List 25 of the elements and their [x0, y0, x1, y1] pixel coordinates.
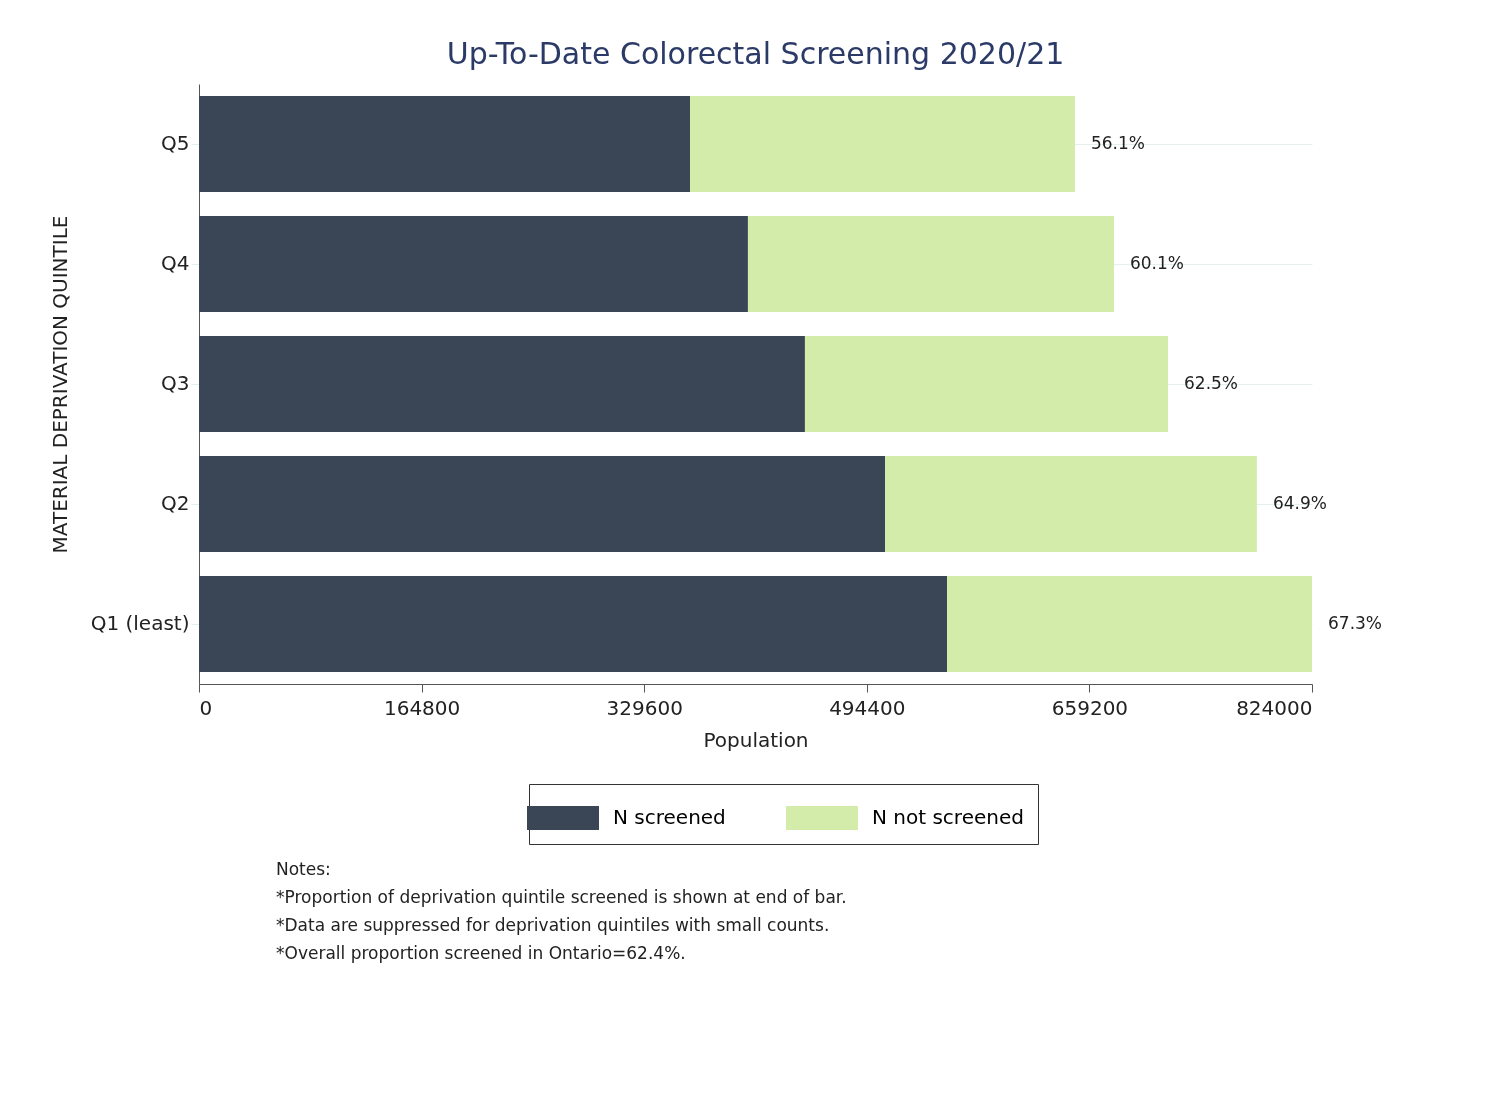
- text: *Data are suppressed for deprivation quintiles with small counts.: [276, 914, 831, 937]
- text: Notes:: [276, 858, 332, 881]
- x-tick-label: 494400: [829, 695, 906, 720]
- annotation: 64.9%: [1272, 493, 1327, 513]
- annotation: 56.1%: [1090, 133, 1145, 153]
- text: *Proportion of deprivation quintile screened is shown at end of bar.: [276, 886, 848, 909]
- legend-label: N not screened: [872, 805, 1024, 829]
- annotation: 67.3%: [1328, 613, 1383, 633]
- y-tick-label: Q4: [161, 251, 190, 275]
- y-tick-label: Q2: [161, 491, 190, 515]
- annotation: 62.5%: [1184, 373, 1239, 393]
- x-tick-label: 659200: [1051, 695, 1129, 720]
- chart-title: Up-To-Date Colorectal Screening 2020/21: [446, 36, 1065, 71]
- legend-label: N screened: [613, 805, 726, 829]
- y-axis-title: MATERIAL DEPRIVATION QUINTILE: [47, 215, 72, 554]
- x-tick-label: 824000: [1236, 695, 1313, 720]
- y-tick-label: Q5: [161, 131, 190, 155]
- x-tick-label: 164800: [383, 695, 461, 720]
- annotation: 60.1%: [1129, 253, 1184, 273]
- x-axis-title: Population: [703, 727, 809, 752]
- x-tick-label: 329600: [606, 695, 683, 720]
- y-tick-label: Q1 (least): [90, 611, 190, 635]
- y-tick-label: Q3: [161, 371, 190, 395]
- x-tick-label: 0: [199, 695, 213, 720]
- text: *Overall proportion screened in Ontario=62.4%.: [276, 942, 687, 965]
